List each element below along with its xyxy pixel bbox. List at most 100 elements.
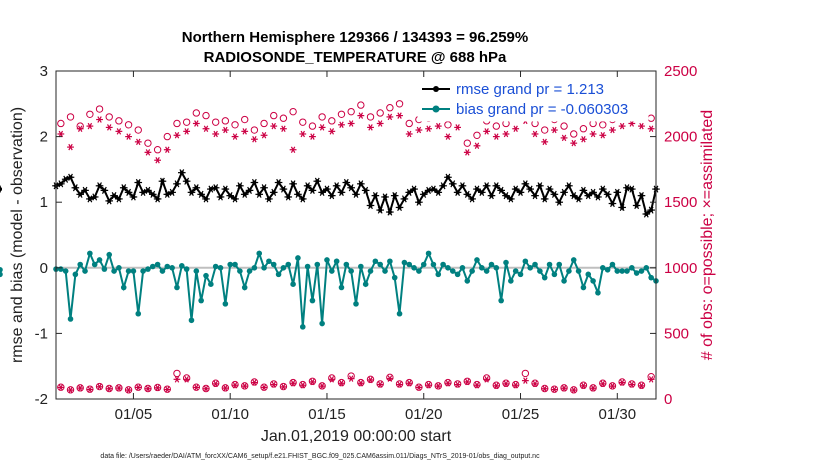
bias-point [372, 258, 379, 265]
obs-assimilated-point [483, 128, 491, 135]
rmse-point-core [450, 181, 455, 186]
star-stroke [590, 384, 596, 392]
star-stroke [494, 133, 499, 140]
obs-assimilated-point [192, 384, 200, 391]
x-tick-label: 01/15 [308, 406, 346, 423]
star-stroke [561, 384, 567, 392]
obs-assimilated-point [502, 130, 510, 138]
star-stroke [310, 133, 315, 140]
obs-possible-point [260, 119, 268, 128]
bias-point [411, 265, 417, 271]
y-tick-label: 1 [40, 194, 48, 211]
y2-tick-label: 0 [664, 391, 672, 408]
star-stroke [610, 382, 615, 390]
obs-assimilated-point [628, 381, 636, 388]
star-stroke [648, 125, 654, 132]
obs-assimilated-point [183, 128, 191, 135]
rmse-point [216, 193, 225, 201]
rmse-point [284, 193, 293, 201]
rmse-point [81, 186, 89, 194]
star-stroke [581, 382, 586, 390]
star-stroke [513, 381, 518, 389]
rmse-point [134, 178, 143, 187]
rmse-point [594, 193, 602, 201]
obs-possible-point [173, 119, 181, 128]
rmse-point-core [136, 180, 141, 185]
obs-assimilated-point [483, 376, 491, 383]
star-stroke [368, 376, 373, 384]
obs-possible-point [95, 105, 104, 113]
rmse-point-core [595, 194, 600, 199]
obs-possible-point [163, 132, 171, 141]
star-stroke [358, 112, 364, 119]
bias-point [643, 265, 650, 271]
obs-possible-point [211, 379, 220, 387]
bias-point [62, 268, 69, 274]
rmse-point-core [141, 190, 146, 195]
obs-possible-point [202, 111, 210, 120]
star-stroke [639, 122, 644, 130]
rmse-point [516, 188, 525, 196]
obs-possible-point [270, 111, 278, 120]
rmse-point-core [334, 183, 339, 188]
obs-possible-point [173, 369, 181, 378]
obs-assimilated-point [134, 138, 142, 146]
ticks-layer: -2 -1 0 1 2 3 0 500 1000 1500 2000 2500 01/05 01/10 01… [35, 63, 698, 423]
obs-assimilated-point [599, 380, 607, 388]
bias-point [82, 268, 88, 274]
rmse-point-core [416, 200, 421, 205]
rmse-point-core [421, 192, 426, 197]
obs-possible-point [386, 104, 394, 112]
rmse-point [502, 192, 510, 200]
bias-point [309, 297, 316, 304]
rmse-point-core [392, 193, 397, 198]
rmse-point-core [262, 185, 267, 190]
rmse-point-core [460, 183, 465, 188]
rmse-point [110, 192, 118, 200]
star-stroke [532, 130, 538, 138]
bias-point [604, 266, 611, 273]
star-stroke [368, 124, 373, 131]
rmse-point [386, 208, 394, 216]
obs-possible-point [250, 126, 259, 134]
bias-point [319, 320, 325, 327]
star-stroke [426, 125, 431, 132]
obs-assimilated-point [396, 112, 403, 119]
rmse-point-core [329, 193, 334, 198]
bias-point [203, 272, 209, 279]
obs-possible-point [308, 377, 317, 385]
obs-assimilated-point [512, 381, 520, 389]
obs-assimilated-point [57, 384, 65, 391]
obs-possible-point [492, 122, 501, 130]
x-tick-label: 01/20 [405, 406, 443, 423]
rmse-point-core [87, 196, 92, 201]
rmse-point [158, 177, 167, 185]
x-axis-label: Jan.01,2019 00:00:00 start [261, 428, 452, 445]
bias-point [0, 266, 3, 273]
bias-point [135, 310, 142, 317]
obs-possible-point [328, 374, 336, 382]
rmse-point-core [368, 203, 373, 208]
star-stroke [319, 124, 325, 131]
chart-subtitle: RADIOSONDE_TEMPERATURE @ 688 hPa [204, 49, 507, 66]
obs-possible-point [289, 378, 297, 387]
obs-possible-point [231, 121, 239, 129]
star-stroke [203, 125, 209, 132]
star-stroke [97, 383, 102, 391]
obs-assimilated-point [580, 135, 587, 143]
rmse-point-core [586, 193, 591, 198]
obs-assimilated-point [367, 124, 374, 131]
obs-possible-point [376, 109, 384, 117]
rmse-point-core [199, 192, 204, 197]
obs-assimilated-point [502, 380, 510, 388]
obs-assimilated-point [609, 382, 616, 390]
series-layer [0, 100, 660, 394]
obs-possible-point [444, 378, 452, 387]
plot-frame [55, 70, 657, 400]
rmse-point-core [552, 192, 557, 197]
star-stroke [126, 133, 131, 140]
star-stroke [136, 138, 141, 146]
rmse-point-core [160, 179, 165, 184]
rmse-point-core [0, 187, 2, 192]
star-stroke [387, 113, 393, 121]
